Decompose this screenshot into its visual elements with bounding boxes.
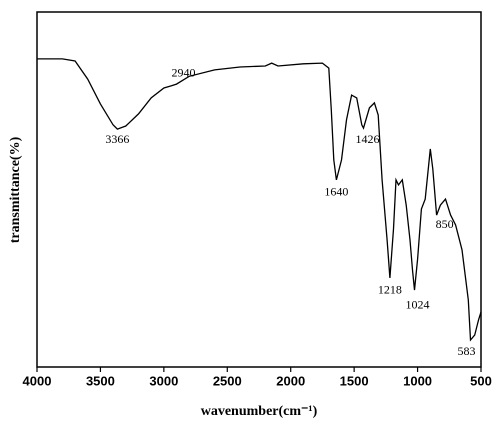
x-axis-label: wavenumber(cm⁻¹) <box>201 404 318 419</box>
peak-label: 583 <box>457 344 475 358</box>
x-tick-label: 4000 <box>23 373 52 388</box>
peak-label: 850 <box>436 217 454 231</box>
x-tick-label: 500 <box>470 373 492 388</box>
peak-label: 1640 <box>324 185 348 199</box>
y-axis-label: transmittance(%) <box>8 136 23 243</box>
x-tick-label: 2500 <box>213 373 242 388</box>
x-tick-label: 1500 <box>340 373 369 388</box>
peak-label: 2940 <box>171 66 195 80</box>
x-tick-label: 3500 <box>86 373 115 388</box>
plot-frame <box>36 11 482 368</box>
peak-label: 3366 <box>105 132 129 146</box>
peak-label: 1218 <box>378 283 402 297</box>
x-tick-label: 1000 <box>403 373 432 388</box>
x-tick-label: 3000 <box>149 373 178 388</box>
spectrum-line <box>37 58 482 342</box>
peak-label: 1426 <box>356 132 380 146</box>
peak-label: 1024 <box>406 298 430 312</box>
x-tick-label: 2000 <box>276 373 305 388</box>
